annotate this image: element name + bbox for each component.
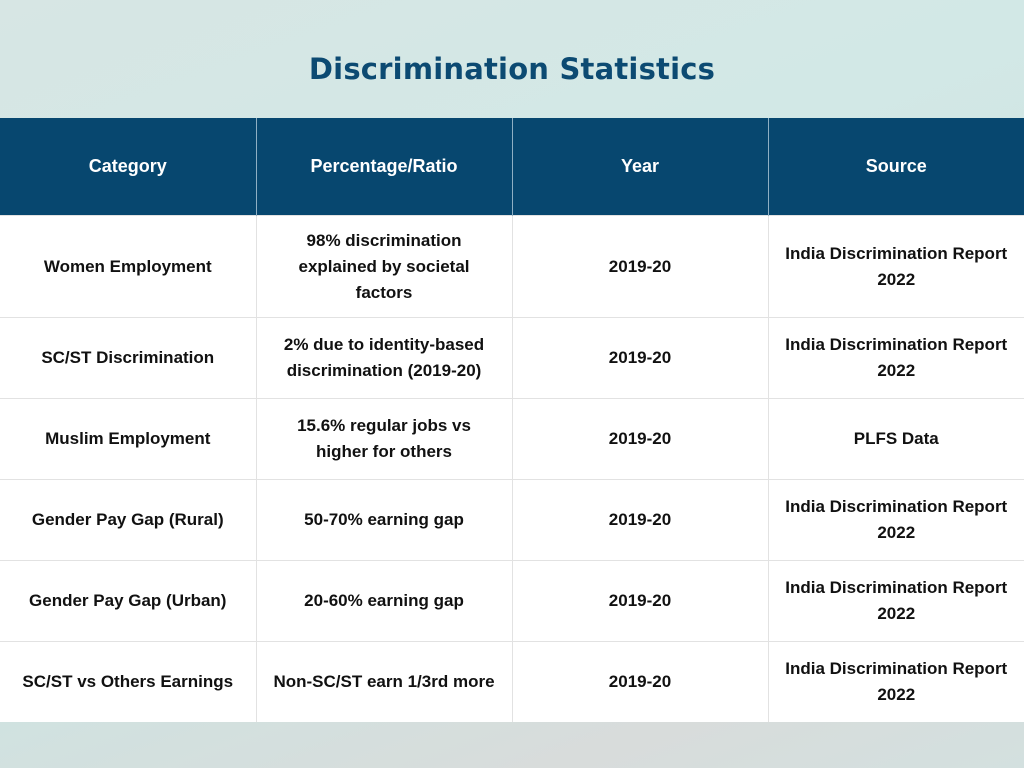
- cell-percentage-ratio: 50-70% earning gap: [256, 479, 513, 561]
- cell-year: 2019-20: [512, 215, 769, 318]
- cell-category: Muslim Employment: [0, 398, 257, 480]
- cell-percentage-ratio: 2% due to identity-based discrimination …: [256, 317, 513, 399]
- table-row: Women Employment 98% discrimination expl…: [0, 215, 1024, 318]
- cell-year: 2019-20: [512, 641, 769, 722]
- cell-percentage-ratio: 20-60% earning gap: [256, 560, 513, 642]
- cell-year: 2019-20: [512, 560, 769, 642]
- cell-category: Gender Pay Gap (Rural): [0, 479, 257, 561]
- cell-year: 2019-20: [512, 317, 769, 399]
- header-year: Year: [512, 118, 769, 216]
- cell-category: Women Employment: [0, 215, 257, 318]
- header-row: Category Percentage/Ratio Year Source: [0, 118, 1024, 216]
- cell-year: 2019-20: [512, 479, 769, 561]
- table-row: SC/ST vs Others Earnings Non-SC/ST earn …: [0, 641, 1024, 722]
- cell-source: India Discrimination Report 2022: [768, 560, 1024, 642]
- cell-percentage-ratio: Non-SC/ST earn 1/3rd more: [256, 641, 513, 722]
- cell-category: Gender Pay Gap (Urban): [0, 560, 257, 642]
- table-body: Women Employment 98% discrimination expl…: [0, 215, 1024, 722]
- cell-source: India Discrimination Report 2022: [768, 215, 1024, 318]
- table-row: Gender Pay Gap (Rural) 50-70% earning ga…: [0, 479, 1024, 561]
- cell-source: India Discrimination Report 2022: [768, 641, 1024, 722]
- cell-category: SC/ST Discrimination: [0, 317, 257, 399]
- header-category: Category: [0, 118, 257, 216]
- statistics-table: Category Percentage/Ratio Year Source Wo…: [0, 118, 1024, 722]
- header-source: Source: [768, 118, 1024, 216]
- table-row: Muslim Employment 15.6% regular jobs vs …: [0, 398, 1024, 480]
- cell-percentage-ratio: 98% discrimination explained by societal…: [256, 215, 513, 318]
- cell-source: PLFS Data: [768, 398, 1024, 480]
- cell-year: 2019-20: [512, 398, 769, 480]
- header-percentage-ratio: Percentage/Ratio: [256, 118, 513, 216]
- cell-source: India Discrimination Report 2022: [768, 479, 1024, 561]
- table-row: SC/ST Discrimination 2% due to identity-…: [0, 317, 1024, 399]
- table-row: Gender Pay Gap (Urban) 20-60% earning ga…: [0, 560, 1024, 642]
- table-header: Category Percentage/Ratio Year Source: [0, 118, 1024, 216]
- cell-percentage-ratio: 15.6% regular jobs vs higher for others: [256, 398, 513, 480]
- page-title: Discrimination Statistics: [308, 52, 716, 86]
- cell-category: SC/ST vs Others Earnings: [0, 641, 257, 722]
- cell-source: India Discrimination Report 2022: [768, 317, 1024, 399]
